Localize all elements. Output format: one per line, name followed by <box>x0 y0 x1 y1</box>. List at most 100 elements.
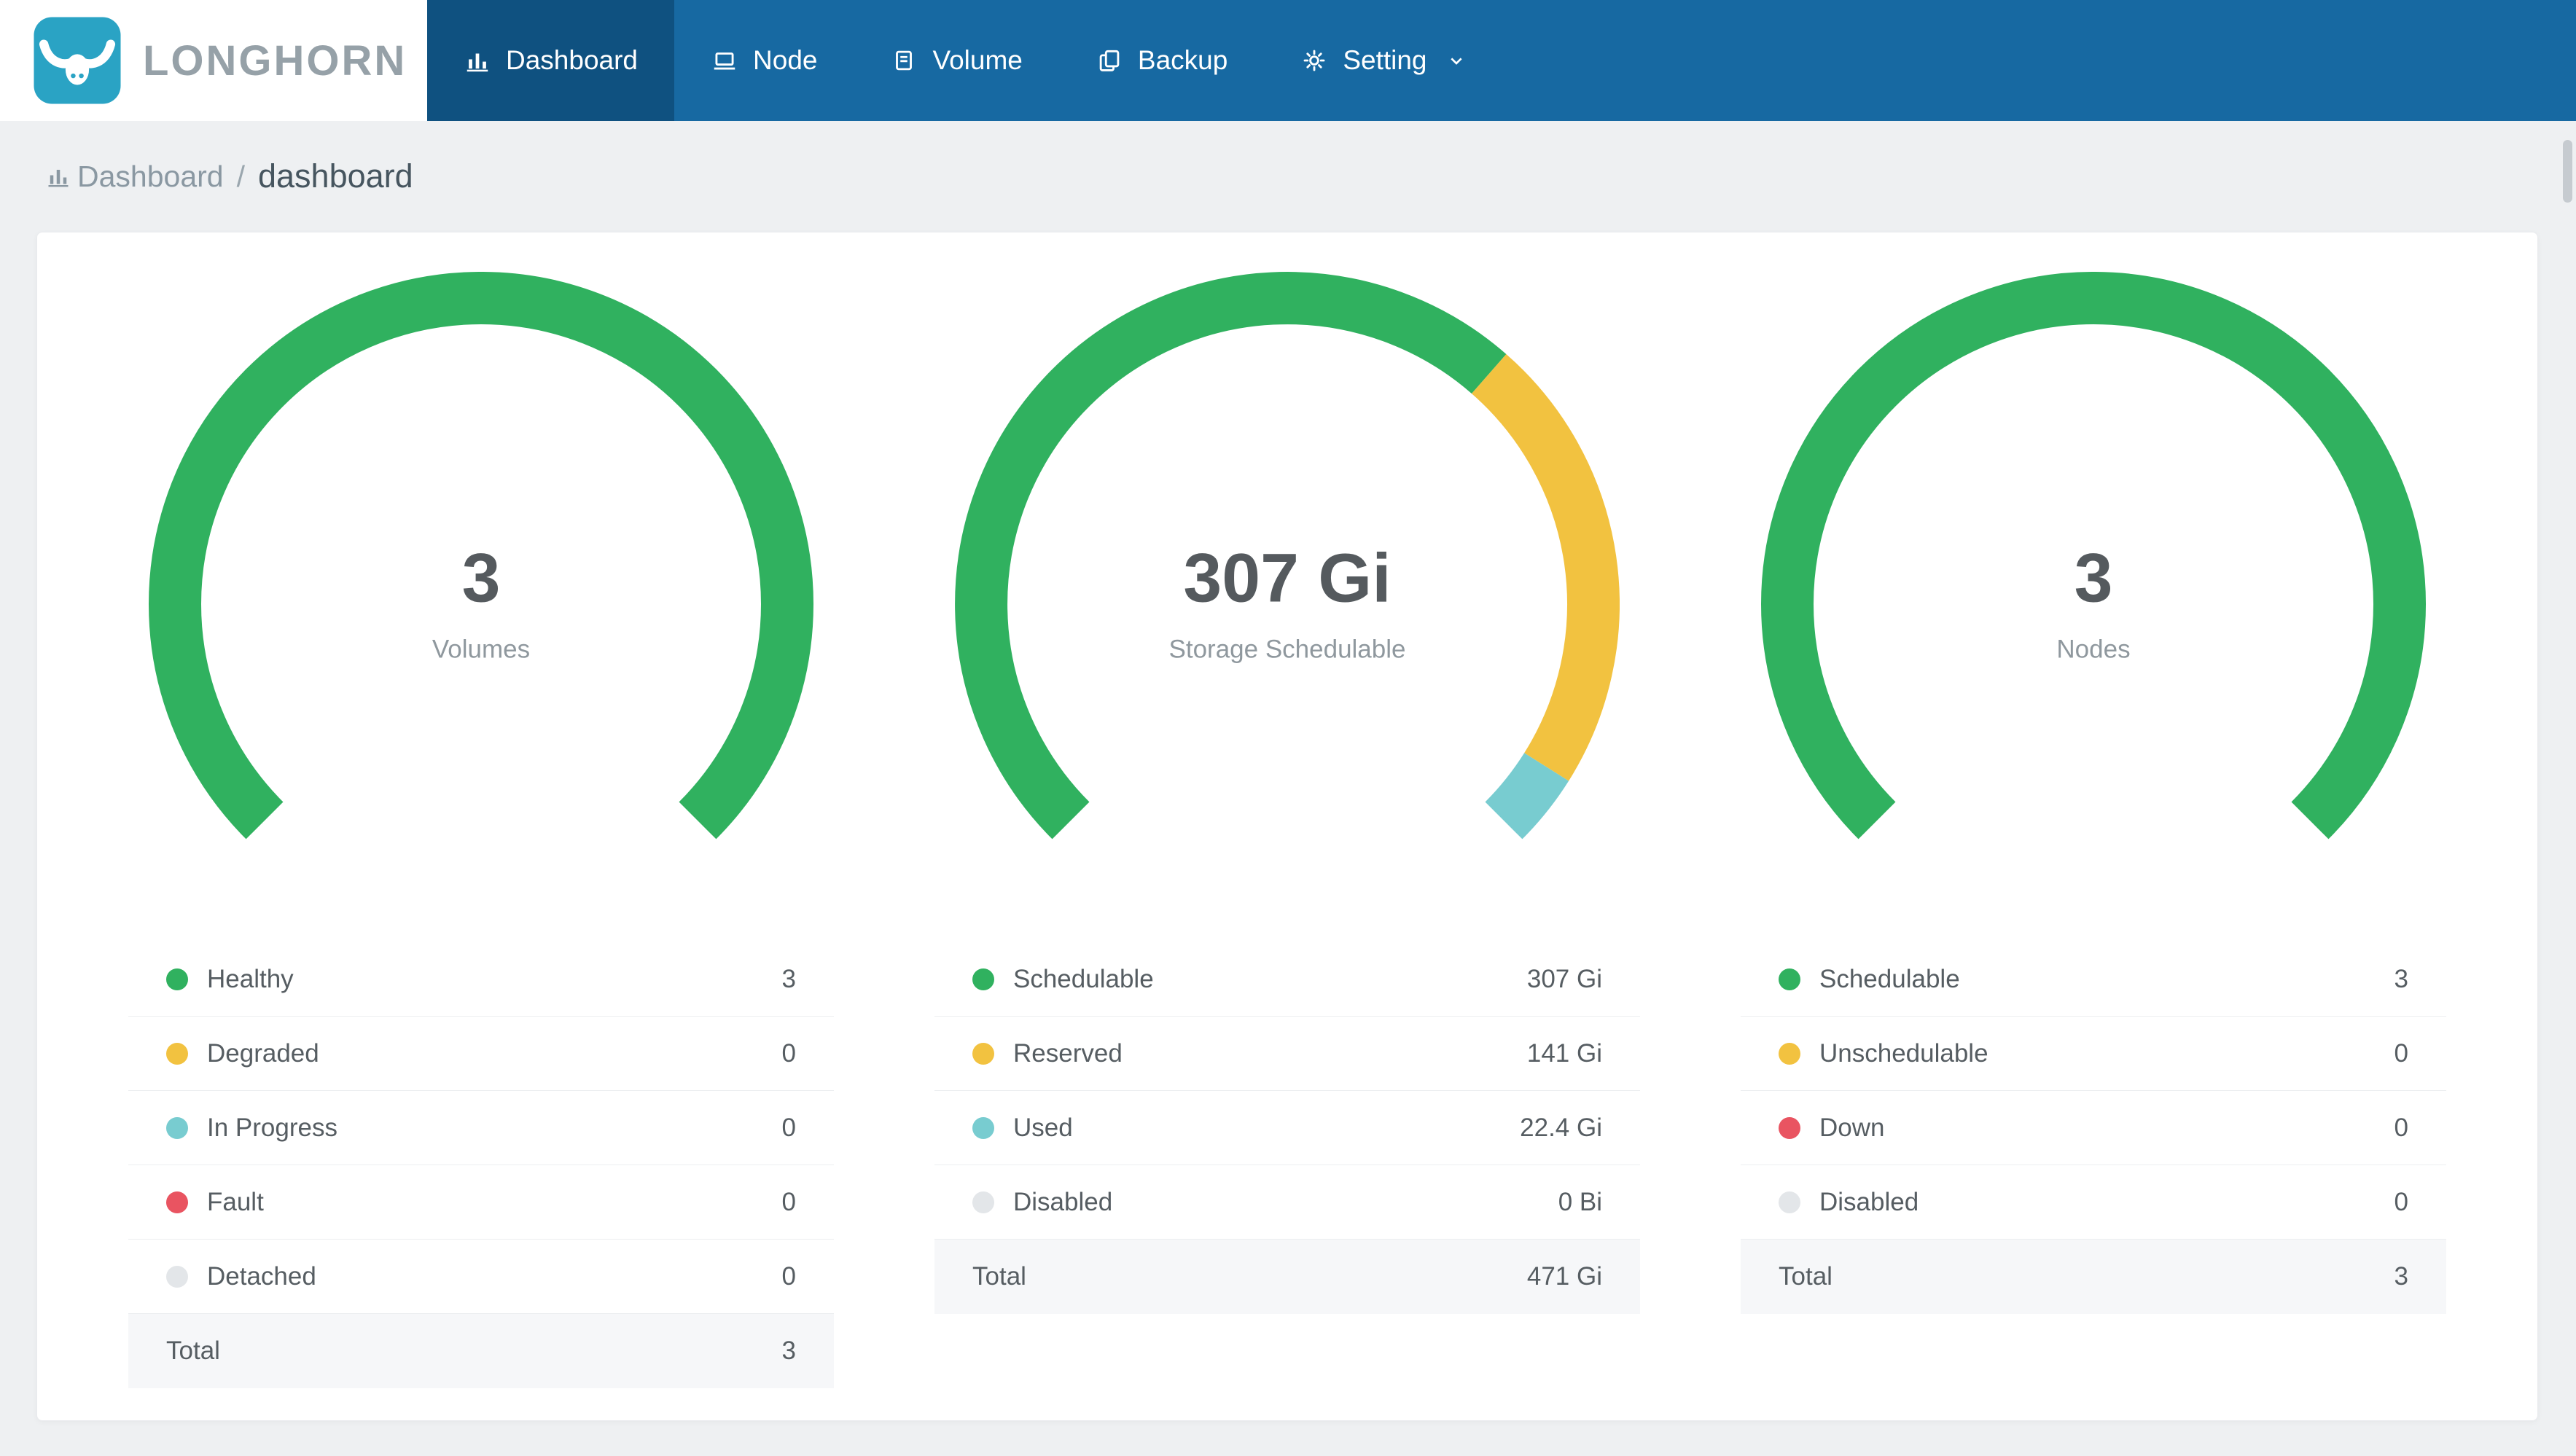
gauge-chart <box>149 272 813 839</box>
legend-value: 0 Bi <box>1558 1187 1602 1216</box>
legend-label: Reserved <box>1013 1038 1123 1068</box>
brand-text: LONGHORN <box>143 36 407 85</box>
backup-icon <box>1099 50 1120 71</box>
legend-label: Schedulable <box>1819 964 1960 993</box>
legend-total-label: Total <box>972 1262 1026 1291</box>
gauge-segment-healthy <box>149 272 813 839</box>
legend-color-dot <box>166 1265 188 1288</box>
legend-label: In Progress <box>207 1113 337 1142</box>
nav-label: Volume <box>932 45 1023 75</box>
breadcrumb: Dashboard / dashboard <box>0 121 2576 232</box>
storage-chart-column: 307 Gi Storage Schedulable Schedulable 30… <box>884 272 1690 1388</box>
legend-color-dot <box>972 968 994 990</box>
nav-item-dashboard[interactable]: Dashboard <box>427 0 675 121</box>
dashboard-icon <box>467 53 488 72</box>
legend-row: Disabled 0 <box>1741 1165 2446 1240</box>
legend-row: In Progress 0 <box>128 1091 834 1165</box>
legend-table: Healthy 3 Degraded 0 In Progress 0 Fault 0 Detac… <box>128 942 834 1388</box>
legend-label: Detached <box>207 1261 316 1291</box>
legend-total-value: 3 <box>2394 1262 2408 1291</box>
legend-total-value: 471 Gi <box>1526 1262 1602 1291</box>
legend-color-dot <box>1779 968 1800 990</box>
node-icon <box>714 52 735 70</box>
scrollbar-thumb[interactable] <box>2563 140 2572 203</box>
volumes-chart-column: 3 Volumes Healthy 3 Degraded 0 In Progress 0 F… <box>78 272 884 1388</box>
nav-item-setting[interactable]: Setting <box>1264 0 1504 121</box>
main-nav: Dashboard Node Volume <box>427 0 2576 121</box>
legend-row: Unschedulable 0 <box>1741 1017 2446 1091</box>
legend-row: Detached 0 <box>128 1240 834 1314</box>
legend-value: 0 <box>2394 1187 2408 1216</box>
logo[interactable]: LONGHORN <box>0 0 427 121</box>
legend-value: 3 <box>781 964 796 993</box>
main-content: 3 Volumes Healthy 3 Degraded 0 In Progress 0 F… <box>0 232 2576 1455</box>
legend-row: Schedulable 307 Gi <box>934 942 1640 1017</box>
nav-label: Node <box>753 45 818 75</box>
legend-total-label: Total <box>1779 1262 1833 1291</box>
legend-color-dot <box>1779 1042 1800 1065</box>
legend-table: Schedulable 3 Unschedulable 0 Down 0 Disabled 0… <box>1741 942 2446 1314</box>
legend-value: 307 Gi <box>1526 964 1602 993</box>
legend-color-dot <box>972 1191 994 1213</box>
legend-color-dot <box>1779 1116 1800 1139</box>
legend-label: Disabled <box>1013 1187 1113 1216</box>
legend-total-value: 3 <box>781 1336 796 1365</box>
legend-row: Disabled 0 Bi <box>934 1165 1640 1240</box>
nav-item-volume[interactable]: Volume <box>854 0 1058 121</box>
legend-total-row: Total 3 <box>1741 1240 2446 1314</box>
legend-color-dot <box>166 1116 188 1139</box>
breadcrumb-separator: / <box>236 159 245 193</box>
legend-label: Fault <box>207 1187 264 1216</box>
legend-color-dot <box>972 1042 994 1065</box>
legend-color-dot <box>166 1191 188 1213</box>
legend-value: 0 <box>2394 1113 2408 1142</box>
legend-value: 0 <box>2394 1038 2408 1068</box>
breadcrumb-current-page: dashboard <box>257 157 413 195</box>
legend-row: Reserved 141 Gi <box>934 1017 1640 1091</box>
storage-gauge: 307 Gi Storage Schedulable <box>955 272 1620 855</box>
legend-color-dot <box>1779 1191 1800 1213</box>
legend-value: 0 <box>781 1187 796 1216</box>
legend-total-row: Total 3 <box>128 1314 834 1388</box>
legend-label: Down <box>1819 1113 1885 1142</box>
breadcrumb-label: Dashboard <box>77 159 224 193</box>
nav-item-node[interactable]: Node <box>674 0 854 121</box>
legend-row: Down 0 <box>1741 1091 2446 1165</box>
longhorn-bull-logo-icon <box>34 17 121 104</box>
legend-label: Schedulable <box>1013 964 1154 993</box>
legend-total-row: Total 471 Gi <box>934 1240 1640 1314</box>
volumes-gauge: 3 Volumes <box>149 272 813 855</box>
legend-row: Healthy 3 <box>128 942 834 1017</box>
legend-label: Degraded <box>207 1038 319 1068</box>
legend-value: 22.4 Gi <box>1520 1113 1602 1142</box>
legend-value: 0 <box>781 1113 796 1142</box>
legend-row: Fault 0 <box>128 1165 834 1240</box>
legend-row: Degraded 0 <box>128 1017 834 1091</box>
legend-color-dot <box>166 968 188 990</box>
volume-icon <box>896 50 913 71</box>
gauge-segment-schedulable <box>955 272 1507 839</box>
nav-label: Setting <box>1343 45 1427 75</box>
setting-gear-icon <box>1303 50 1325 71</box>
header: LONGHORN Dashboard Node <box>0 0 2576 121</box>
legend-value: 3 <box>2394 964 2408 993</box>
legend-label: Disabled <box>1819 1187 1919 1216</box>
legend-label: Used <box>1013 1113 1073 1142</box>
nodes-chart-column: 3 Nodes Schedulable 3 Unschedulable 0 Down 0 D… <box>1690 272 2497 1388</box>
legend-row: Schedulable 3 <box>1741 942 2446 1017</box>
legend-color-dot <box>972 1116 994 1139</box>
bar-chart-icon <box>48 170 69 187</box>
breadcrumb-item-dashboard[interactable]: Dashboard <box>45 160 224 194</box>
gauge-chart <box>955 272 1620 839</box>
gauge-segment-reserved <box>1471 353 1620 781</box>
nav-label: Dashboard <box>506 45 639 75</box>
nav-item-backup[interactable]: Backup <box>1059 0 1264 121</box>
legend-label: Healthy <box>207 964 294 993</box>
gauge-segment-schedulable <box>1761 272 2426 839</box>
chevron-down-icon <box>1450 58 1462 65</box>
gauge-chart <box>1761 272 2426 839</box>
legend-table: Schedulable 307 Gi Reserved 141 Gi Used 22.4 … <box>934 942 1640 1314</box>
legend-row: Used 22.4 Gi <box>934 1091 1640 1165</box>
legend-total-label: Total <box>166 1336 220 1365</box>
